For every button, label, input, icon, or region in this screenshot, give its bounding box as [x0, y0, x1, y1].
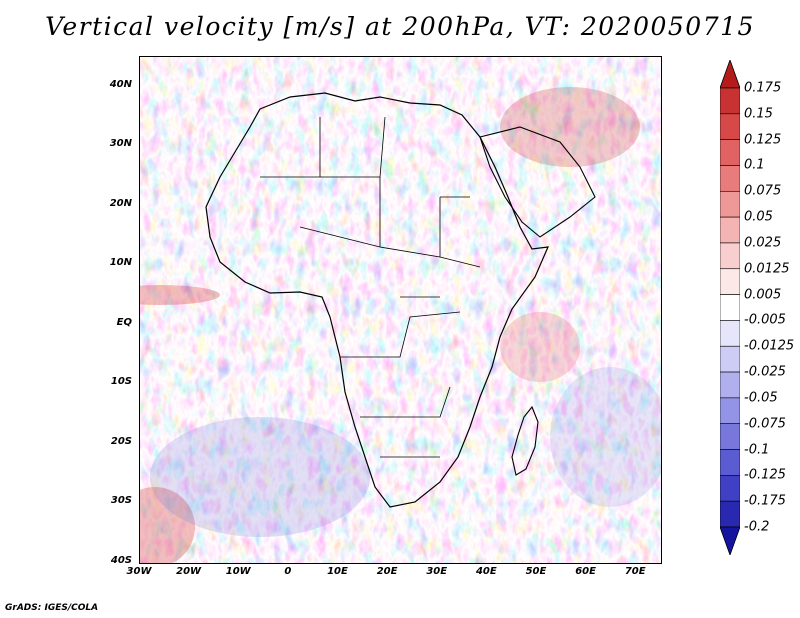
colorbar-label: -0.2	[744, 519, 770, 535]
colorbar-label: -0.075	[744, 416, 786, 432]
map-canvas	[140, 57, 661, 563]
colorbar-label: -0.125	[744, 467, 786, 483]
lon-tick-label: 30W	[126, 566, 152, 577]
colorbar-segment	[720, 139, 740, 166]
colorbar-label: 0.005	[744, 287, 782, 303]
arabia-coastline	[479, 126, 596, 238]
grads-credit: GrADS: IGES/COLA	[5, 603, 99, 613]
lat-tick-label: 10S	[110, 376, 132, 388]
lat-tick-label: 20N	[109, 197, 132, 209]
colorbar-label: 0.05	[744, 209, 773, 225]
colorbar-segment	[720, 371, 740, 399]
lon-tick-label: 20E	[376, 566, 398, 577]
colorbar-segment	[720, 449, 740, 476]
colorbar-segment	[720, 165, 740, 192]
ascent-equator-west	[140, 285, 220, 305]
africa-coastline	[205, 92, 549, 508]
colorbar-segment	[720, 500, 740, 528]
colorbar-segment	[720, 423, 740, 450]
colorbar-segment	[720, 475, 740, 502]
colorbar-segment	[720, 113, 740, 140]
lat-tick-label: 40S	[110, 555, 132, 566]
colorbar-segment	[720, 216, 740, 244]
ascent-southwest	[140, 487, 195, 563]
lat-tick-label: 10N	[109, 257, 132, 269]
ascent-indian-ocean	[500, 312, 580, 382]
madagascar-coastline	[511, 405, 539, 476]
colorbar-bottom-arrow	[720, 526, 740, 555]
colorbar-segment	[720, 242, 740, 270]
lon-tick-label: 30E	[426, 566, 448, 577]
colorbar-label: -0.1	[744, 442, 770, 458]
colorbar-label: 0.175	[744, 80, 782, 96]
lat-tick-label: 20S	[110, 435, 132, 447]
lon-tick-label: 70E	[624, 566, 646, 577]
colorbar	[720, 60, 740, 555]
colorbar-segment	[720, 294, 740, 321]
lat-tick-label: EQ	[116, 316, 132, 328]
lat-tick-label: 30N	[109, 138, 132, 150]
colorbar-label: 0.15	[744, 106, 773, 122]
colorbar-label: -0.0125	[744, 338, 795, 354]
colorbar-label: -0.05	[744, 390, 778, 406]
lon-tick-label: 60E	[575, 566, 596, 577]
chart-title: Vertical velocity [m/s] at 200hPa, VT: 2…	[45, 12, 755, 41]
map-panel	[139, 56, 662, 564]
colorbar-label: 0.075	[744, 183, 782, 199]
colorbar-label: -0.005	[744, 312, 786, 328]
strong-ascent-iran	[500, 87, 640, 167]
colorbar-label: -0.025	[744, 364, 786, 380]
descent-south-atlantic	[150, 417, 370, 537]
descent-south-indian	[550, 367, 661, 507]
lon-tick-label: 40E	[475, 566, 497, 577]
lon-tick-label: 0	[284, 566, 292, 577]
colorbar-label: 0.0125	[744, 261, 790, 277]
colorbar-top-arrow	[720, 60, 740, 89]
colorbar-label: 0.125	[744, 132, 782, 148]
lon-tick-label: 50E	[525, 566, 547, 577]
colorbar-segment	[720, 268, 740, 295]
colorbar-segment	[720, 190, 740, 218]
colorbar-segment	[720, 87, 740, 115]
colorbar-label: -0.175	[744, 493, 786, 509]
lat-tick-label: 40N	[109, 78, 132, 90]
country-borders	[260, 116, 481, 458]
lon-tick-label: 10E	[327, 566, 348, 577]
colorbar-label: 0.1	[744, 157, 765, 173]
lon-tick-label: 20W	[176, 566, 202, 577]
colorbar-segment	[720, 397, 740, 425]
velocity-field	[140, 57, 661, 563]
colorbar-segment	[720, 320, 740, 347]
lon-tick-label: 10W	[225, 566, 251, 577]
colorbar-segment	[720, 345, 740, 373]
lat-tick-label: 30S	[110, 495, 132, 507]
colorbar-label: 0.025	[744, 235, 782, 251]
